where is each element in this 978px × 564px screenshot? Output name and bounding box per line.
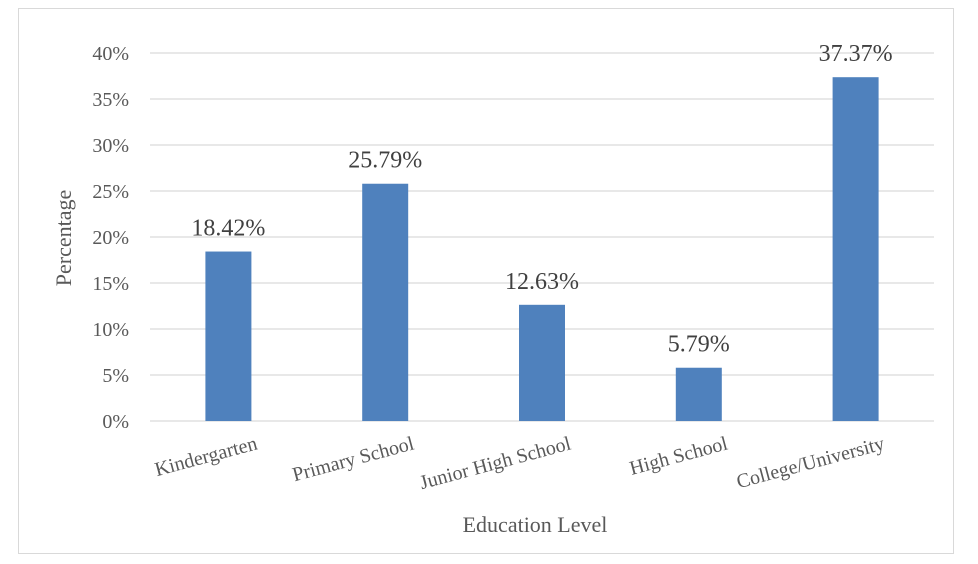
x-tick-label: College/University xyxy=(734,433,887,494)
gridlines xyxy=(150,52,934,422)
bar xyxy=(832,77,879,422)
y-tick-label: 40% xyxy=(92,43,129,65)
y-axis-title: Percentage xyxy=(51,190,76,287)
x-tick-label: Kindergarten xyxy=(152,433,259,481)
data-label: 12.63% xyxy=(505,269,579,295)
data-label: 25.79% xyxy=(348,148,422,174)
data-labels: 18.42% 25.79% 12.63% 5.79% 37.37% xyxy=(191,41,892,358)
x-axis-title: Education Level xyxy=(463,512,608,537)
y-tick-label: 25% xyxy=(92,181,129,203)
data-label: 5.79% xyxy=(668,332,730,358)
bar xyxy=(205,251,252,421)
y-tick-label: 20% xyxy=(92,227,129,249)
y-tick-label: 10% xyxy=(92,319,129,341)
x-tick-label: High School xyxy=(627,432,730,479)
x-tick-label: Primary School xyxy=(290,432,417,486)
bars xyxy=(205,77,879,422)
data-label: 37.37% xyxy=(819,41,893,67)
bar xyxy=(362,183,409,421)
y-tick-label: 35% xyxy=(92,89,129,111)
y-tick-label: 30% xyxy=(92,135,129,157)
y-tick-label: 0% xyxy=(102,411,129,433)
y-tick-label: 15% xyxy=(92,273,129,295)
x-tick-label: Junior High School xyxy=(417,432,573,494)
bar xyxy=(675,367,722,421)
data-label: 18.42% xyxy=(191,216,265,242)
x-axis-tick-labels: Kindergarten Primary School Junior High Sc… xyxy=(152,432,886,494)
bar xyxy=(519,304,565,421)
y-tick-label: 5% xyxy=(102,365,129,387)
y-axis-tick-labels: 0% 5% 10% 15% 20% 25% 30% 35% 40% xyxy=(92,43,129,433)
